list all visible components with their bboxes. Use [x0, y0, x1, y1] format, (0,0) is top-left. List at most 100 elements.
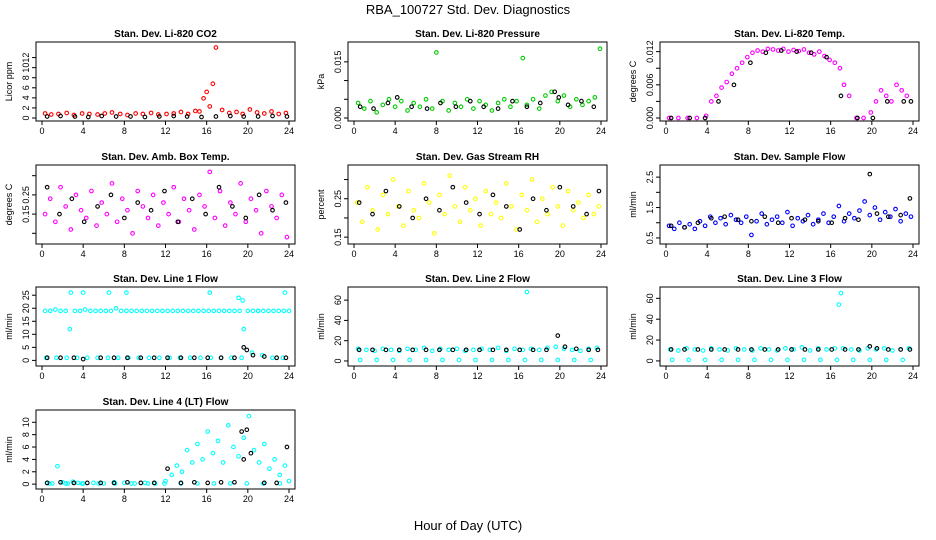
- y-tick-label: 6: [21, 445, 31, 450]
- data-point: [42, 111, 48, 116]
- series-3: [44, 345, 289, 362]
- x-tick-label: 8: [746, 126, 751, 136]
- data-point: [791, 347, 796, 352]
- data-point: [256, 460, 262, 465]
- data-point: [783, 346, 788, 351]
- panel-2: Stan. Dev. Li-820 Pressure 0 4 8 12 16 20 24 0.0…: [316, 29, 608, 136]
- data-point: [243, 215, 249, 221]
- data-point: [719, 85, 724, 90]
- y-tick-label: 4: [21, 457, 31, 462]
- y-tick-label: 40: [645, 314, 655, 324]
- data-point: [456, 357, 462, 363]
- x-tick-label: 16: [514, 371, 524, 381]
- data-point: [805, 212, 811, 218]
- data-point: [885, 214, 891, 220]
- data-point: [361, 106, 367, 111]
- data-point: [801, 357, 807, 363]
- data-point: [178, 480, 184, 486]
- data-point: [856, 347, 861, 352]
- data-point: [591, 211, 597, 217]
- data-point: [184, 447, 190, 453]
- data-point: [857, 348, 862, 353]
- data-point: [437, 347, 442, 353]
- y-tick-label: 2.5: [645, 171, 655, 184]
- data-point: [89, 188, 94, 194]
- data-point: [506, 357, 511, 363]
- data-point: [68, 290, 74, 295]
- data-point: [249, 350, 255, 355]
- data-point: [111, 480, 117, 486]
- x-tick-label: 0: [663, 249, 668, 259]
- x-tick-label: 24: [908, 126, 918, 136]
- data-point: [884, 99, 890, 104]
- data-point: [868, 110, 874, 115]
- data-point: [874, 211, 880, 216]
- data-point: [687, 115, 693, 121]
- data-point: [524, 104, 530, 110]
- data-point: [230, 204, 235, 209]
- data-point: [385, 100, 391, 106]
- data-point: [84, 480, 90, 486]
- y-tick-label: 2: [21, 105, 31, 110]
- y-axis-label: ml/min: [628, 191, 638, 218]
- data-point: [283, 200, 289, 205]
- data-point: [856, 217, 861, 223]
- data-point: [447, 173, 453, 179]
- data-point: [286, 308, 292, 314]
- data-point: [908, 99, 914, 104]
- data-point: [411, 100, 417, 106]
- plot-frame: [347, 164, 608, 245]
- data-point: [735, 347, 741, 352]
- data-point: [543, 93, 548, 98]
- data-point: [170, 308, 176, 314]
- data-point: [898, 212, 904, 218]
- data-point: [124, 308, 129, 314]
- series-2: [668, 48, 914, 121]
- data-point: [524, 289, 530, 295]
- data-point: [908, 214, 914, 220]
- y-tick-label: 5: [21, 345, 31, 350]
- data-point: [276, 111, 282, 117]
- series-1: [42, 45, 289, 118]
- x-tick-label: 4: [81, 249, 86, 259]
- main-title: RBA_100727 Std. Dev. Diagnostics: [366, 2, 571, 17]
- x-tick-label: 4: [81, 126, 86, 136]
- data-point: [253, 207, 259, 213]
- data-point: [99, 200, 105, 205]
- data-point: [536, 347, 542, 353]
- data-point: [77, 308, 83, 314]
- data-point: [241, 345, 247, 350]
- data-point: [202, 204, 207, 209]
- data-point: [189, 196, 195, 202]
- data-point: [255, 114, 261, 119]
- y-tick-label: 0.015: [333, 51, 343, 74]
- data-point: [380, 102, 386, 108]
- data-point: [591, 104, 597, 110]
- data-point: [355, 100, 361, 106]
- data-point: [514, 98, 519, 104]
- data-point: [374, 110, 379, 115]
- data-point: [220, 460, 226, 465]
- data-point: [495, 106, 501, 111]
- data-point: [78, 207, 84, 213]
- plot-frame: [659, 164, 920, 245]
- data-point: [72, 114, 78, 119]
- data-point: [786, 49, 791, 54]
- data-point: [133, 111, 139, 116]
- data-point: [241, 114, 247, 119]
- data-point: [151, 355, 157, 361]
- data-point: [207, 104, 213, 109]
- x-tick-label: 24: [284, 494, 294, 504]
- data-point: [95, 204, 100, 209]
- data-point: [702, 357, 708, 363]
- data-point: [824, 54, 829, 60]
- data-point: [171, 184, 177, 190]
- y-tick-label: 25: [21, 290, 31, 300]
- x-tick-label: 24: [908, 249, 918, 259]
- x-tick-label: 24: [284, 249, 294, 259]
- y-tick-label: 8: [21, 432, 31, 437]
- series-1: [42, 290, 292, 332]
- data-point: [356, 347, 362, 353]
- data-point: [284, 234, 290, 240]
- data-point: [115, 355, 121, 361]
